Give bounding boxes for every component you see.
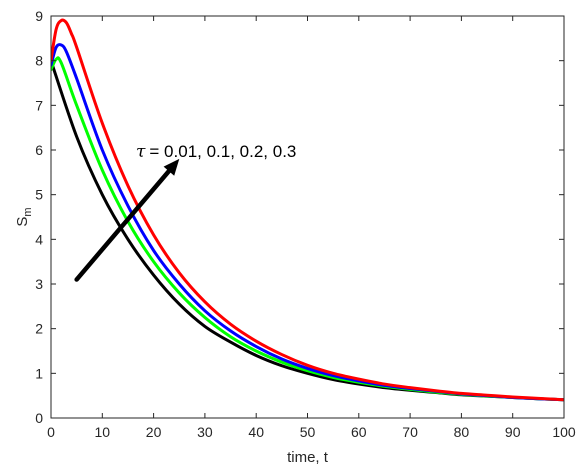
y-tick-label: 0	[35, 410, 43, 426]
ticks-group: 0 10 20 30 40 50 60 70 80 90 100 0 1 2 3 4 5 6 7 8 9	[35, 8, 576, 440]
y-tick-label: 6	[35, 142, 43, 158]
annotation-label: τ = 0.01, 0.1, 0.2, 0.3	[136, 142, 296, 162]
y-tick-label: 4	[35, 231, 43, 247]
x-tick-label: 30	[197, 424, 213, 440]
annotation-arrow-shaft	[74, 168, 172, 282]
x-axis-label: time, t	[287, 449, 329, 466]
y-tick-label: 2	[35, 321, 43, 337]
y-tick-label: 5	[35, 187, 43, 203]
y-tick-label: 3	[35, 276, 43, 292]
annotation-arrow-head	[163, 158, 180, 176]
series-line-4	[51, 18, 564, 402]
x-tick-label: 40	[248, 424, 264, 440]
x-tick-label: 10	[95, 424, 111, 440]
y-tick-label: 8	[35, 53, 43, 69]
x-tick-label: 60	[351, 424, 367, 440]
y-axis-label: Sm	[14, 207, 34, 226]
x-tick-label: 0	[47, 424, 55, 440]
annotation-values: = 0.01, 0.1, 0.2, 0.3	[149, 142, 296, 161]
x-tick-label: 20	[146, 424, 162, 440]
annotation-group: τ = 0.01, 0.1, 0.2, 0.3	[74, 142, 296, 282]
y-tick-label: 1	[35, 365, 43, 381]
y-tick-label: 9	[35, 8, 43, 24]
x-tick-label: 90	[505, 424, 521, 440]
y-tick-label: 7	[35, 97, 43, 113]
x-tick-label: 80	[454, 424, 470, 440]
series-group	[51, 18, 564, 402]
x-tick-label: 70	[402, 424, 418, 440]
x-tick-label: 50	[300, 424, 316, 440]
annotation-symbol: τ	[136, 142, 146, 162]
y-axis-label-sub: m	[22, 207, 34, 216]
plot-area	[51, 16, 564, 418]
x-tick-label: 100	[552, 424, 576, 440]
y-axis-label-main: S	[14, 217, 31, 227]
